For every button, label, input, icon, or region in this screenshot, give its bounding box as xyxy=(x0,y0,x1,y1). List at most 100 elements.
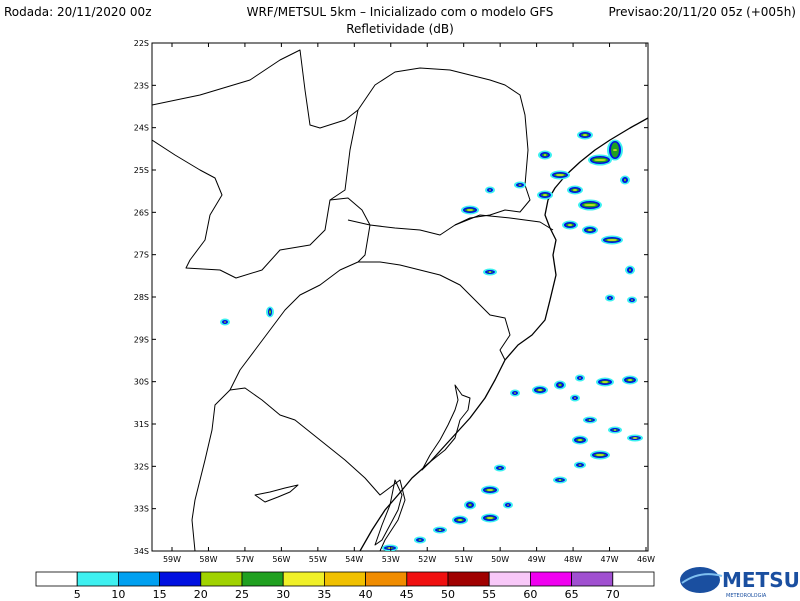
echo-peak xyxy=(574,397,576,399)
state-border xyxy=(191,261,359,551)
echo-peak xyxy=(614,429,616,431)
lon-label: 55W xyxy=(309,555,327,564)
echo-peak xyxy=(543,194,547,196)
colorbar-label: 10 xyxy=(111,588,125,601)
lagoon xyxy=(374,479,403,546)
echo-peak xyxy=(579,377,581,379)
echo-peak xyxy=(613,149,617,151)
colorbar-box xyxy=(447,571,490,587)
colorbar-label: 40 xyxy=(359,588,373,601)
echo-peak xyxy=(487,489,493,491)
echo-peak xyxy=(467,209,473,211)
echo-peak xyxy=(559,384,561,386)
lat-label: 22S xyxy=(134,39,149,48)
echo-peak xyxy=(507,504,509,506)
lon-label: 59W xyxy=(163,555,181,564)
lat-label: 30S xyxy=(134,378,149,387)
axis-ticks: 22S 23S 24S 25S 26S 27S 28S 29S 30S 31S 32S 33S 34S 5… xyxy=(134,39,655,564)
colorbar-box xyxy=(282,571,325,587)
echo-peak xyxy=(224,321,226,323)
lagoon xyxy=(421,384,471,471)
lat-label: 28S xyxy=(134,293,149,302)
map-frame xyxy=(151,42,649,552)
echo-peak xyxy=(594,159,606,161)
echo-peak xyxy=(439,529,441,531)
colorbar-box xyxy=(118,571,161,587)
lon-label: 52W xyxy=(418,555,436,564)
state-border xyxy=(152,67,531,279)
echo-peak xyxy=(419,539,421,541)
logo-name: METSUL xyxy=(722,568,800,592)
echo-peak xyxy=(556,174,564,176)
colorbar-label: 25 xyxy=(235,588,249,601)
colorbar-box xyxy=(530,571,573,587)
lon-label: 46W xyxy=(637,555,655,564)
forecast-label: Previsao:20/11/20 05z (+005h) xyxy=(608,5,796,19)
state-border xyxy=(358,214,554,361)
lat-label: 31S xyxy=(134,420,149,429)
colorbar-box xyxy=(571,571,614,587)
colorbar-box xyxy=(200,571,243,587)
colorbar-label: 60 xyxy=(523,588,537,601)
lagoon xyxy=(254,484,299,503)
lon-label: 47W xyxy=(600,555,618,564)
echo-peak xyxy=(631,299,633,301)
lat-label: 25S xyxy=(134,166,149,175)
echo-peak xyxy=(588,229,592,231)
colorbar-box xyxy=(365,571,408,587)
echo-peak xyxy=(596,454,604,456)
map: 22S 23S 24S 25S 26S 27S 28S 29S 30S 31S 32S 33S 34S 5… xyxy=(134,39,655,564)
colorbar-box xyxy=(406,571,449,587)
colorbar-label: 30 xyxy=(276,588,290,601)
echo-peak xyxy=(544,154,546,156)
logo: METSUL METEOROLOGIA xyxy=(680,567,800,599)
colorbar-box xyxy=(159,571,202,587)
lat-label: 27S xyxy=(134,251,149,260)
colorbar-label: 70 xyxy=(606,588,620,601)
colorbar-box xyxy=(612,571,655,587)
echo-peak xyxy=(609,297,611,299)
model-title: WRF/METSUL 5km – Inicializado com o mode… xyxy=(247,5,554,19)
echo-peak xyxy=(489,271,491,273)
colorbar-label: 20 xyxy=(194,588,208,601)
logo-swoosh xyxy=(681,573,723,584)
lat-label: 26S xyxy=(134,208,149,217)
colorbar-label: 45 xyxy=(400,588,414,601)
colorbar-label: 50 xyxy=(441,588,455,601)
echo-peak xyxy=(602,381,608,383)
echo-peak xyxy=(269,311,271,313)
run-label: Rodada: 20/11/2020 00z xyxy=(4,5,152,19)
lat-label: 33S xyxy=(134,505,149,514)
state-border xyxy=(329,197,371,263)
coastline xyxy=(359,117,648,551)
lat-label: 34S xyxy=(134,547,149,556)
echo-peak xyxy=(469,504,471,506)
echo-peak xyxy=(458,519,462,521)
lon-label: 51W xyxy=(455,555,473,564)
field-subtitle: Refletividade (dB) xyxy=(346,22,454,36)
echo-peak xyxy=(487,517,493,519)
lon-label: 58W xyxy=(199,555,217,564)
lon-label: 57W xyxy=(236,555,254,564)
boundaries xyxy=(152,49,648,551)
state-border xyxy=(152,49,359,129)
echo-peak xyxy=(573,189,577,191)
lon-label: 50W xyxy=(491,555,509,564)
echo-peak xyxy=(568,224,572,226)
lon-label: 53W xyxy=(382,555,400,564)
lon-label: 49W xyxy=(528,555,546,564)
echo-peak xyxy=(628,379,632,381)
lon-label: 56W xyxy=(272,555,290,564)
echo-peak xyxy=(538,389,542,391)
echo-peak xyxy=(388,547,392,549)
colorbar-box xyxy=(35,571,78,587)
lat-label: 32S xyxy=(134,462,149,471)
echo-peak xyxy=(584,204,596,206)
lon-label: 54W xyxy=(345,555,363,564)
lat-label: 24S xyxy=(134,124,149,133)
colorbar: 5 10 15 20 25 30 35 40 45 50 55 60 65 70 xyxy=(35,571,655,601)
reflectivity-echoes xyxy=(220,130,643,551)
state-border xyxy=(229,387,406,551)
echo-peak xyxy=(519,184,521,186)
colorbar-label: 15 xyxy=(153,588,167,601)
